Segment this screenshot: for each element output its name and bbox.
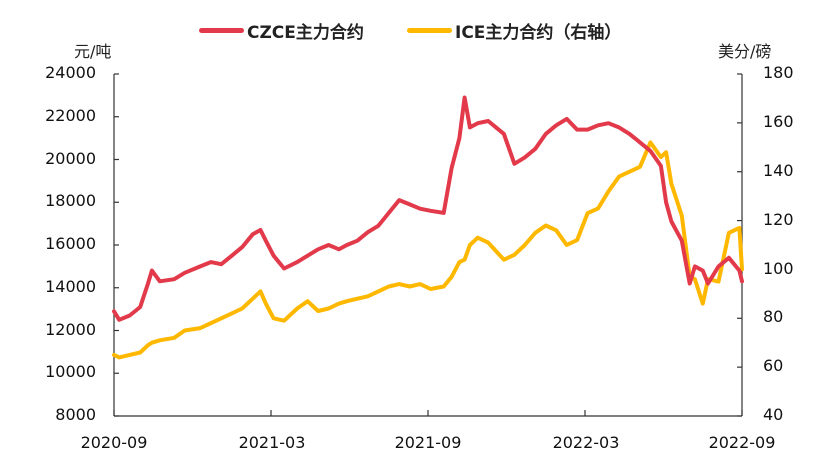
right-tick-label: 100: [763, 259, 794, 278]
legend-swatch-czce: [199, 28, 244, 33]
x-tick-label: 2020-09: [80, 433, 148, 452]
x-tick-label: 2022-03: [552, 433, 620, 452]
right-tick-label: 60: [763, 356, 784, 375]
x-tick-label: 2021-09: [394, 433, 462, 452]
left-tick-label: 24000: [45, 63, 96, 82]
right-tick-label: 80: [763, 307, 784, 326]
right-tick-label: 120: [763, 210, 794, 229]
legend-label-czce: CZCE主力合约: [247, 23, 364, 43]
left-tick-label: 16000: [45, 234, 96, 253]
left-tick-label: 10000: [45, 362, 96, 381]
right-tick-label: 140: [763, 161, 794, 180]
legend-swatch-ice: [407, 28, 452, 33]
x-tick-label: 2021-03: [238, 433, 306, 452]
legend-label-ice: ICE主力合约（右轴）: [455, 23, 622, 43]
right-axis-unit: 美分/磅: [718, 42, 772, 61]
legend-item-ice[interactable]: ICE主力合约（右轴）: [407, 18, 621, 43]
left-axis-unit: 元/吨: [74, 42, 112, 61]
left-tick-label: 8000: [55, 405, 96, 424]
left-tick-label: 18000: [45, 191, 96, 210]
right-tick-label: 180: [763, 63, 794, 82]
czce-series-line: [112, 95, 744, 322]
left-tick-label: 22000: [45, 106, 96, 125]
right-tick-label: 40: [763, 405, 784, 424]
chart-axes: [113, 73, 743, 417]
chart-legend: CZCE主力合约 ICE主力合约（右轴）: [0, 18, 817, 46]
legend-item-czce[interactable]: CZCE主力合约: [199, 18, 364, 43]
x-tick-label: 2022-09: [708, 433, 776, 452]
ice-series-line: [112, 140, 744, 360]
right-tick-label: 160: [763, 112, 794, 131]
left-tick-label: 12000: [45, 320, 96, 339]
left-tick-label: 20000: [45, 149, 96, 168]
left-tick-label: 14000: [45, 277, 96, 296]
